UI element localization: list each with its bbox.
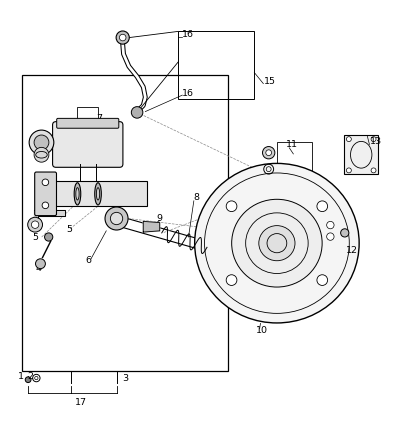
Bar: [38, 181, 147, 206]
Text: 13: 13: [369, 137, 382, 146]
Circle shape: [370, 168, 375, 173]
Circle shape: [42, 202, 49, 208]
Circle shape: [25, 377, 31, 382]
Circle shape: [29, 130, 54, 155]
Text: 17: 17: [74, 398, 86, 407]
Text: 3: 3: [122, 375, 128, 383]
Circle shape: [370, 137, 375, 142]
Text: 4: 4: [35, 264, 41, 273]
Ellipse shape: [96, 187, 100, 200]
Circle shape: [31, 221, 39, 229]
FancyBboxPatch shape: [35, 172, 56, 215]
Ellipse shape: [258, 225, 294, 261]
Bar: [323, 219, 336, 243]
Ellipse shape: [74, 183, 81, 205]
Circle shape: [116, 31, 129, 44]
Polygon shape: [143, 222, 159, 232]
Circle shape: [340, 229, 348, 237]
Circle shape: [265, 150, 271, 156]
Circle shape: [346, 168, 351, 173]
Circle shape: [42, 179, 49, 186]
Circle shape: [34, 135, 49, 150]
FancyBboxPatch shape: [52, 121, 123, 167]
Circle shape: [326, 222, 333, 229]
Text: 8: 8: [193, 194, 199, 202]
Circle shape: [262, 146, 274, 159]
Text: 1: 1: [18, 372, 24, 382]
Text: 15: 15: [263, 77, 275, 87]
Text: 10: 10: [255, 326, 267, 335]
Text: 16: 16: [182, 90, 194, 98]
Text: 11: 11: [285, 140, 297, 149]
Circle shape: [36, 259, 45, 269]
Circle shape: [131, 107, 142, 118]
Text: 5: 5: [66, 225, 72, 234]
Text: 12: 12: [345, 246, 357, 255]
Text: 16: 16: [182, 30, 194, 39]
Circle shape: [45, 233, 53, 241]
Circle shape: [34, 147, 49, 162]
Bar: [22, 75, 227, 371]
Ellipse shape: [231, 199, 321, 287]
Circle shape: [119, 34, 126, 41]
Ellipse shape: [95, 183, 101, 205]
Text: 7: 7: [96, 114, 102, 124]
Circle shape: [316, 201, 327, 212]
FancyBboxPatch shape: [57, 118, 119, 128]
Polygon shape: [34, 210, 65, 229]
Circle shape: [110, 212, 122, 225]
Circle shape: [28, 217, 43, 232]
Ellipse shape: [194, 163, 358, 323]
Text: 6: 6: [85, 256, 91, 265]
Circle shape: [225, 201, 236, 212]
Ellipse shape: [36, 152, 47, 158]
Text: 5: 5: [32, 233, 38, 243]
Circle shape: [326, 233, 333, 240]
Circle shape: [316, 275, 327, 285]
Bar: [77, 107, 98, 120]
Ellipse shape: [76, 187, 79, 200]
Text: 2: 2: [27, 372, 33, 382]
Circle shape: [105, 207, 128, 230]
Bar: [178, 31, 254, 99]
Bar: [344, 135, 377, 174]
Bar: [276, 142, 311, 173]
Circle shape: [346, 137, 351, 142]
Circle shape: [225, 275, 236, 285]
Text: 9: 9: [157, 214, 162, 223]
